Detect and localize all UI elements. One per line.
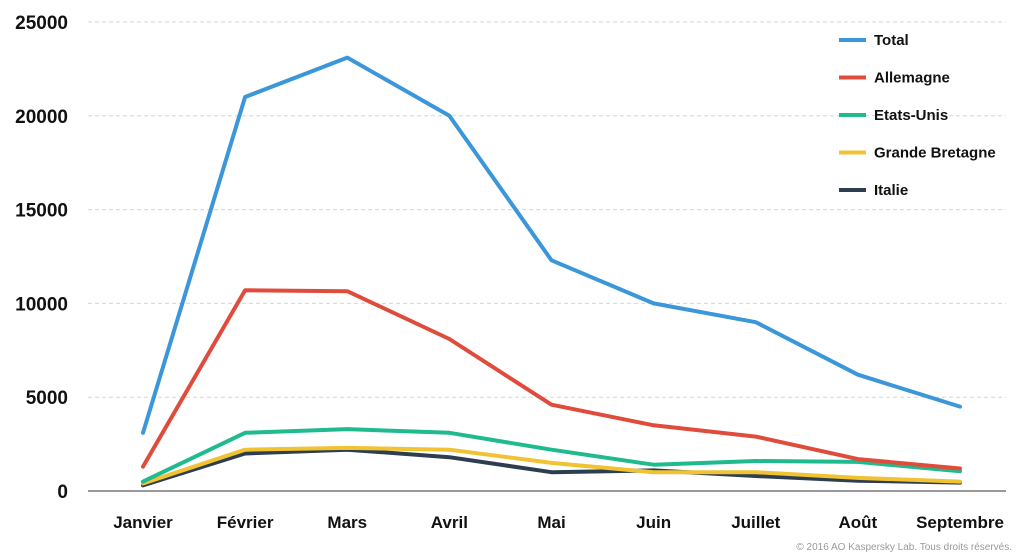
- x-tick-label: Janvier: [113, 513, 173, 532]
- legend-item: Italie: [839, 182, 908, 199]
- series-line-italie: [141, 447, 962, 488]
- series-lines: [141, 55, 962, 488]
- y-tick-label: 15000: [15, 201, 68, 222]
- series-line-etats-unis: [141, 427, 962, 484]
- x-tick-label: Septembre: [916, 513, 1004, 532]
- legend-label: Total: [874, 32, 909, 49]
- legend-label: Allemagne: [874, 70, 950, 87]
- y-tick-label: 20000: [15, 107, 68, 128]
- gridlines: [88, 21, 1006, 398]
- x-tick-label: Juillet: [731, 513, 780, 532]
- x-tick-label: Mars: [327, 513, 367, 532]
- y-tick-label: 10000: [15, 294, 68, 315]
- series-line-allemagne: [141, 288, 962, 471]
- legend-label: Etats-Unis: [874, 107, 948, 124]
- legend: Total Allemagne Etats-Unis Grande Bretagne I…: [839, 32, 996, 199]
- x-tick-label: Août: [839, 513, 878, 532]
- y-tick-label: 25000: [15, 13, 68, 34]
- legend-item: Total: [839, 32, 909, 49]
- legend-label: Grande Bretagne: [874, 145, 996, 162]
- x-axis-ticks: Janvier Février Mars Avril Mai Juin Juillet Aoû…: [113, 513, 1004, 532]
- x-tick-label: Février: [217, 513, 274, 532]
- legend-item: Etats-Unis: [839, 107, 948, 124]
- legend-item: Allemagne: [839, 70, 950, 87]
- copyright-notice: © 2016 AO Kaspersky Lab. Tous droits rés…: [796, 542, 1012, 553]
- y-tick-label: 5000: [26, 388, 68, 409]
- legend-label: Italie: [874, 182, 908, 199]
- x-tick-label: Mai: [537, 513, 565, 532]
- legend-item: Grande Bretagne: [839, 145, 996, 162]
- x-tick-label: Juin: [636, 513, 671, 532]
- series-line-total: [141, 55, 962, 435]
- y-axis-ticks: 0 5000 10000 15000 20000 25000: [15, 13, 68, 503]
- x-tick-label: Avril: [431, 513, 468, 532]
- series-line-grande-bretagne: [141, 445, 962, 486]
- y-tick-label: 0: [57, 482, 68, 503]
